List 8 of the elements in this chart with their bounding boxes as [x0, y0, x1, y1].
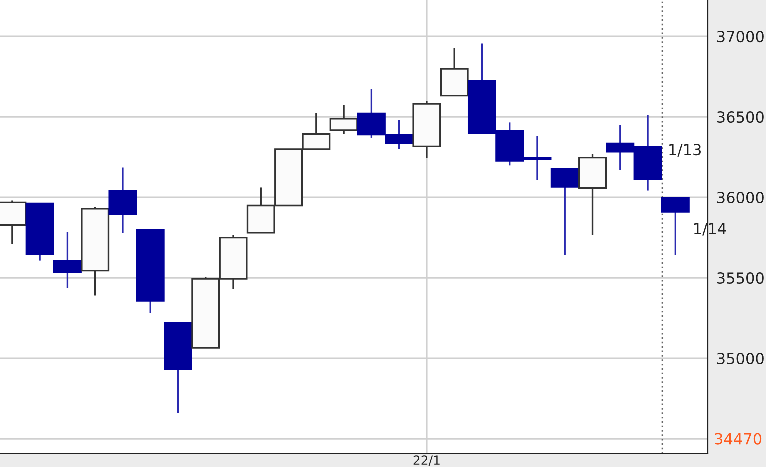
x-tick-label: 22/1: [414, 456, 440, 466]
annotation: 1/13: [670, 144, 702, 157]
y-tick-label: 35000: [718, 352, 764, 365]
y-tick-label: 36500: [718, 112, 764, 124]
y-tick-label: 35500: [718, 272, 764, 284]
y-tick-label: 37000: [718, 31, 764, 43]
text: 34470: [715, 433, 762, 445]
y-tick-label: 36000: [718, 192, 764, 204]
